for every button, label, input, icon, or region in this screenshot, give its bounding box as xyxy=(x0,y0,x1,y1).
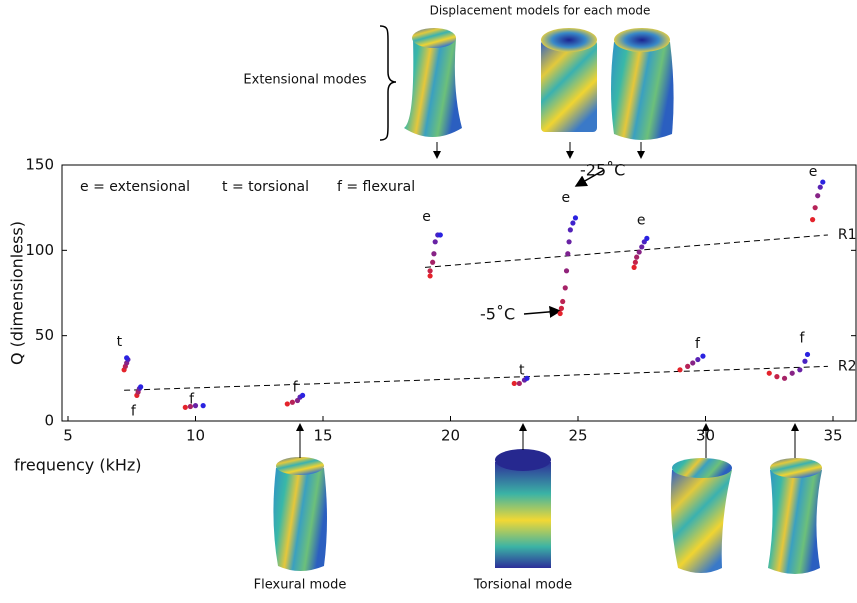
data-point xyxy=(437,232,443,238)
x-tick-label: 30 xyxy=(696,427,715,445)
y-tick-label: 100 xyxy=(25,241,54,259)
x-tick-label: 25 xyxy=(568,427,587,445)
cluster-label: t xyxy=(519,362,525,378)
flexural-cylinder xyxy=(273,457,327,571)
data-point xyxy=(631,264,637,270)
data-point xyxy=(766,370,772,376)
y-axis-title: Q (dimensionless) xyxy=(8,221,27,365)
data-point xyxy=(690,360,696,366)
data-point xyxy=(565,251,571,257)
mode-label: Flexural mode xyxy=(254,578,347,593)
data-point xyxy=(567,227,573,233)
data-point xyxy=(566,239,572,245)
data-point xyxy=(632,259,638,265)
legend-text: f = flexural xyxy=(337,179,415,195)
torsional-cylinder xyxy=(495,449,551,568)
x-tick-label: 5 xyxy=(63,427,73,445)
cluster-label: f xyxy=(695,336,701,352)
data-point xyxy=(524,375,530,381)
data-point xyxy=(570,220,576,226)
flexural-cylinder xyxy=(670,458,732,573)
data-point xyxy=(639,244,645,250)
data-point xyxy=(560,298,566,305)
data-point xyxy=(138,384,144,390)
y-tick-label: 150 xyxy=(25,156,54,174)
data-point xyxy=(124,355,130,361)
data-point xyxy=(810,217,816,223)
temperature-label: -5˚C xyxy=(480,305,515,324)
data-point xyxy=(187,403,193,410)
cluster-label: e xyxy=(561,190,570,206)
cluster-label: f xyxy=(800,330,806,346)
mode-label: Extensional modes xyxy=(243,73,366,88)
cluster-label: f xyxy=(131,403,137,419)
data-point xyxy=(200,403,206,409)
data-point xyxy=(677,367,683,373)
cluster-label: e xyxy=(637,212,646,228)
data-point xyxy=(636,249,642,255)
x-tick-label: 10 xyxy=(186,427,205,445)
data-point xyxy=(781,375,788,381)
arrow xyxy=(523,305,562,318)
data-point xyxy=(516,380,522,387)
data-point xyxy=(797,367,803,373)
trend-label: R2 xyxy=(838,358,857,374)
legend-text: t = torsional xyxy=(222,179,309,195)
data-point xyxy=(789,370,795,376)
data-point xyxy=(289,399,295,405)
data-point xyxy=(432,239,438,245)
figure-title: Displacement models for each mode xyxy=(430,4,651,18)
data-point xyxy=(634,254,640,260)
data-point xyxy=(284,401,290,407)
data-point xyxy=(820,179,826,185)
x-tick-label: 20 xyxy=(441,427,460,445)
trend-line xyxy=(124,365,828,391)
data-point xyxy=(563,268,570,274)
data-point xyxy=(300,392,306,398)
cluster-label: e xyxy=(422,209,431,225)
data-point xyxy=(431,251,437,257)
y-tick-label: 0 xyxy=(44,412,54,430)
data-point xyxy=(430,259,436,265)
trend-label: R1 xyxy=(838,227,857,243)
data-point xyxy=(572,215,579,221)
data-point xyxy=(558,305,565,311)
data-point xyxy=(817,184,823,190)
legend-text: e = extensional xyxy=(80,179,190,195)
plot-frame xyxy=(61,164,857,422)
extensional-cylinder xyxy=(404,28,462,137)
data-point xyxy=(644,235,650,241)
brace xyxy=(379,25,397,141)
x-tick-label: 15 xyxy=(313,427,332,445)
x-axis-title: frequency (kHz) xyxy=(14,456,142,475)
data-point xyxy=(562,285,568,291)
data-point xyxy=(774,374,780,380)
cluster-label: f xyxy=(189,392,195,408)
data-point xyxy=(802,358,808,364)
data-point xyxy=(812,205,818,211)
data-point xyxy=(815,193,821,199)
data-point xyxy=(427,273,433,279)
cluster-label: f xyxy=(293,379,299,395)
data-point xyxy=(427,268,433,274)
data-point xyxy=(695,356,701,363)
data-point xyxy=(192,403,199,409)
extensional-cylinder xyxy=(611,28,674,140)
flexural-cylinder xyxy=(768,458,822,574)
cluster-label: e xyxy=(809,164,818,180)
extensional-cylinder xyxy=(541,28,597,132)
cluster-label: t xyxy=(117,334,123,350)
data-point xyxy=(511,380,517,387)
data-point xyxy=(182,404,188,410)
y-tick-label: 50 xyxy=(35,326,54,344)
trend-line xyxy=(424,234,828,268)
data-point xyxy=(804,351,811,358)
arrow xyxy=(574,169,605,187)
data-point xyxy=(557,310,563,317)
x-tick-label: 35 xyxy=(823,427,842,445)
data-point xyxy=(700,353,706,359)
mode-label: Torsional mode xyxy=(473,578,572,593)
data-point xyxy=(685,363,691,369)
